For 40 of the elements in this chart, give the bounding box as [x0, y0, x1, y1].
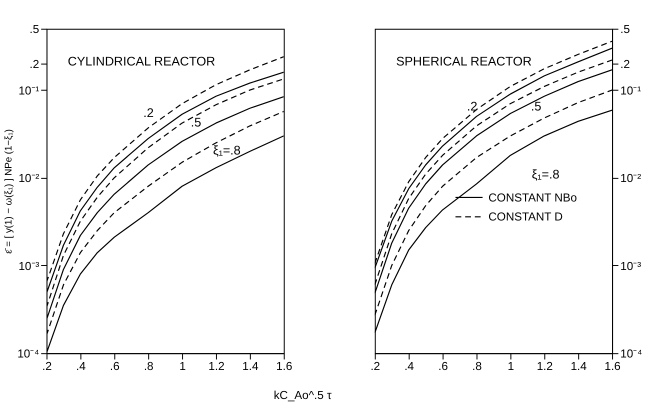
y2-tick-label: 10⁻² — [620, 172, 642, 186]
y-tick-label: 10⁻³ — [18, 260, 40, 273]
x-tick-label: 1.6 — [276, 360, 292, 374]
y2-tick-label: 10⁻⁴ — [620, 348, 642, 361]
x-tick-label: 1 — [179, 360, 186, 374]
legend-label: CONSTANT NBo — [488, 191, 577, 204]
x-tick-label: .4 — [404, 360, 415, 374]
text: SPHERICAL REACTOR — [396, 54, 532, 69]
x-tick-label: 1.4 — [570, 360, 588, 374]
y-tick-label: 10⁻¹ — [18, 84, 40, 98]
y-axis-title: ε̄ = [ y(1) − ω(ξ₁) ] NPe (1−ξ₁) — [4, 129, 15, 254]
y-tick-label: 10⁻² — [18, 172, 40, 186]
legend-label: CONSTANT D — [488, 210, 563, 224]
y-tick-label: .5 — [30, 23, 40, 36]
x-tick-label: 1.4 — [242, 360, 259, 374]
y-tick-label: .2 — [30, 58, 40, 71]
text: CYLINDRICAL REACTOR — [68, 54, 216, 69]
y2-tick-label: .5 — [620, 23, 630, 36]
x-tick-label: .8 — [472, 360, 482, 374]
annotation: ξ₁=.8 — [212, 143, 241, 158]
y2-tick-label: 10⁻³ — [620, 260, 642, 273]
x-tick-label: .2 — [370, 360, 380, 374]
x-tick-label: .6 — [110, 360, 120, 374]
x-axis-title: kC_Ao^.5 τ — [274, 389, 332, 402]
y2-tick-label: .2 — [620, 58, 630, 71]
annotation: .5 — [530, 99, 542, 114]
annotation: ξ₁=.8 — [532, 168, 560, 182]
x-tick-label: 1.6 — [604, 360, 621, 374]
x-tick-label: .4 — [76, 360, 86, 374]
x-tick-label: 1.2 — [208, 360, 225, 374]
x-tick-label: .6 — [438, 360, 448, 374]
x-tick-label: .8 — [144, 360, 154, 374]
x-tick-label: 1.2 — [536, 360, 553, 374]
y2-tick-label: 10⁻¹ — [620, 84, 642, 98]
x-tick-label: .2 — [42, 360, 52, 374]
annotation: .2 — [466, 99, 478, 114]
x-tick-label: 1 — [508, 360, 514, 374]
annotation: .5 — [190, 116, 202, 130]
annotation: .2 — [143, 106, 154, 120]
y-tick-label: 10⁻⁴ — [17, 348, 40, 361]
